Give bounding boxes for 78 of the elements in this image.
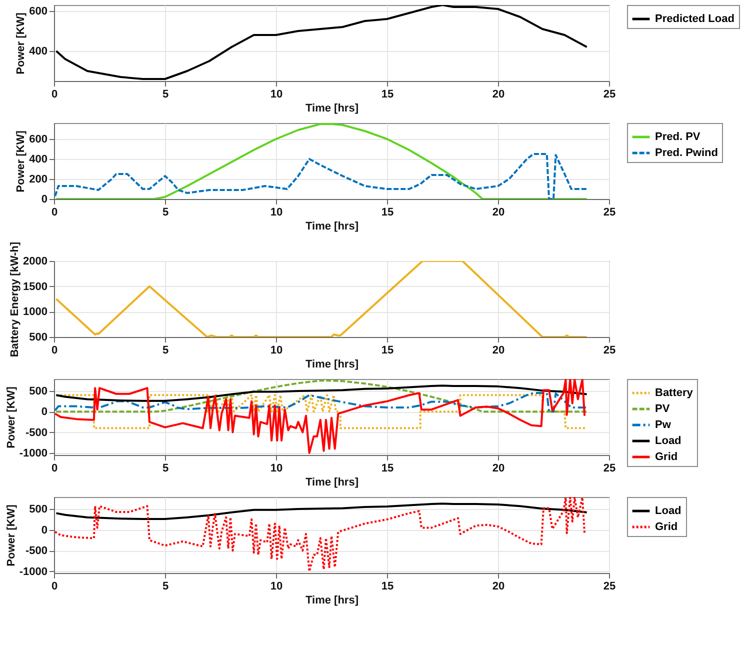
text: Load bbox=[655, 505, 682, 517]
y-tick-label: -500 bbox=[25, 426, 48, 439]
y-tick-label: -1000 bbox=[19, 447, 48, 460]
y-tick-label: 500 bbox=[29, 332, 48, 344]
x-axis-title: Time [hrs] bbox=[306, 594, 359, 606]
x-tick-label: 20 bbox=[492, 580, 505, 592]
x-tick-label: 5 bbox=[162, 344, 169, 356]
legend-label: PV bbox=[655, 403, 670, 415]
y-tick-label: 200 bbox=[29, 174, 48, 186]
y-axis-title: Power [KW] bbox=[5, 504, 18, 566]
line-series bbox=[55, 123, 588, 199]
x-axis-title: Time [hrs] bbox=[306, 476, 359, 488]
y-tick-label: 0 bbox=[41, 194, 48, 206]
legend-label: Predicted Load bbox=[655, 13, 734, 25]
x-tick-label: 0 bbox=[51, 462, 58, 474]
x-tick-label: 25 bbox=[603, 206, 616, 218]
legend-label: Load bbox=[655, 435, 682, 447]
x-tick-label: 5 bbox=[162, 206, 169, 218]
y-tick-label: 0 bbox=[41, 524, 48, 536]
legend-label: Pred. Pwind bbox=[655, 147, 718, 159]
x-tick-label: 10 bbox=[270, 462, 283, 474]
y-tick-label: 500 bbox=[29, 385, 48, 398]
line-series bbox=[55, 5, 588, 80]
legend-label: Pw bbox=[655, 419, 672, 431]
line-series bbox=[54, 497, 586, 572]
x-tick-label: 15 bbox=[381, 206, 394, 218]
x-tick-label: 15 bbox=[381, 580, 394, 592]
x-axis-title: Time [hrs] bbox=[306, 102, 359, 114]
y-tick-label: 0 bbox=[41, 406, 48, 418]
y-axis-title: Battery Energy [kW-h] bbox=[9, 242, 22, 358]
x-tick-label: 5 bbox=[162, 88, 169, 100]
y-tick-label: 2000 bbox=[23, 256, 48, 268]
line-series bbox=[55, 380, 588, 413]
y-tick-label: 1000 bbox=[23, 306, 48, 318]
y-tick-label: 400 bbox=[29, 46, 48, 58]
line-series bbox=[54, 153, 588, 199]
x-tick-label: 20 bbox=[492, 344, 505, 356]
legend-label: Grid bbox=[655, 451, 678, 463]
y-tick-label: -1000 bbox=[19, 566, 48, 578]
x-tick-label: 20 bbox=[492, 462, 505, 474]
y-tick-label: 1500 bbox=[23, 280, 48, 293]
legend-label: Pred. PV bbox=[655, 131, 701, 143]
legend-label: Battery bbox=[655, 387, 694, 399]
y-tick-label: 600 bbox=[29, 134, 48, 146]
x-tick-label: 0 bbox=[51, 580, 58, 592]
x-axis-title: Time [hrs] bbox=[306, 220, 359, 232]
x-tick-label: 10 bbox=[270, 206, 283, 218]
line-series bbox=[54, 379, 586, 454]
x-tick-label: 25 bbox=[603, 344, 616, 356]
x-tick-label: 25 bbox=[603, 580, 616, 592]
line-series bbox=[54, 392, 588, 413]
x-tick-label: 0 bbox=[51, 344, 58, 356]
x-axis-title: Time [hrs] bbox=[306, 358, 359, 370]
x-tick-label: 0 bbox=[51, 206, 58, 218]
x-tick-label: 15 bbox=[381, 88, 394, 100]
x-tick-label: 25 bbox=[603, 462, 616, 474]
x-tick-label: 25 bbox=[603, 88, 616, 100]
x-tick-label: 10 bbox=[270, 88, 283, 100]
y-tick-label: 600 bbox=[29, 6, 48, 18]
x-tick-label: 10 bbox=[270, 580, 283, 592]
x-tick-label: 20 bbox=[492, 206, 505, 218]
line-series bbox=[55, 261, 588, 337]
y-axis-title: Power [KW] bbox=[15, 12, 28, 74]
y-tick-label: 500 bbox=[29, 504, 48, 516]
y-tick-label: -500 bbox=[25, 545, 48, 558]
x-tick-label: 5 bbox=[162, 580, 169, 592]
line-series bbox=[55, 502, 588, 520]
x-tick-label: 15 bbox=[381, 462, 394, 474]
x-tick-label: 20 bbox=[492, 88, 505, 100]
x-tick-label: 5 bbox=[162, 462, 169, 474]
x-tick-label: 15 bbox=[381, 344, 394, 356]
text: Grid bbox=[655, 521, 678, 533]
line-series bbox=[55, 384, 588, 402]
y-axis-title: Power [KW] bbox=[15, 130, 28, 192]
x-tick-label: 10 bbox=[270, 344, 283, 356]
x-tick-label: 0 bbox=[51, 88, 58, 100]
y-axis-title: Power [KW] bbox=[5, 386, 18, 448]
y-tick-label: 400 bbox=[29, 154, 48, 166]
